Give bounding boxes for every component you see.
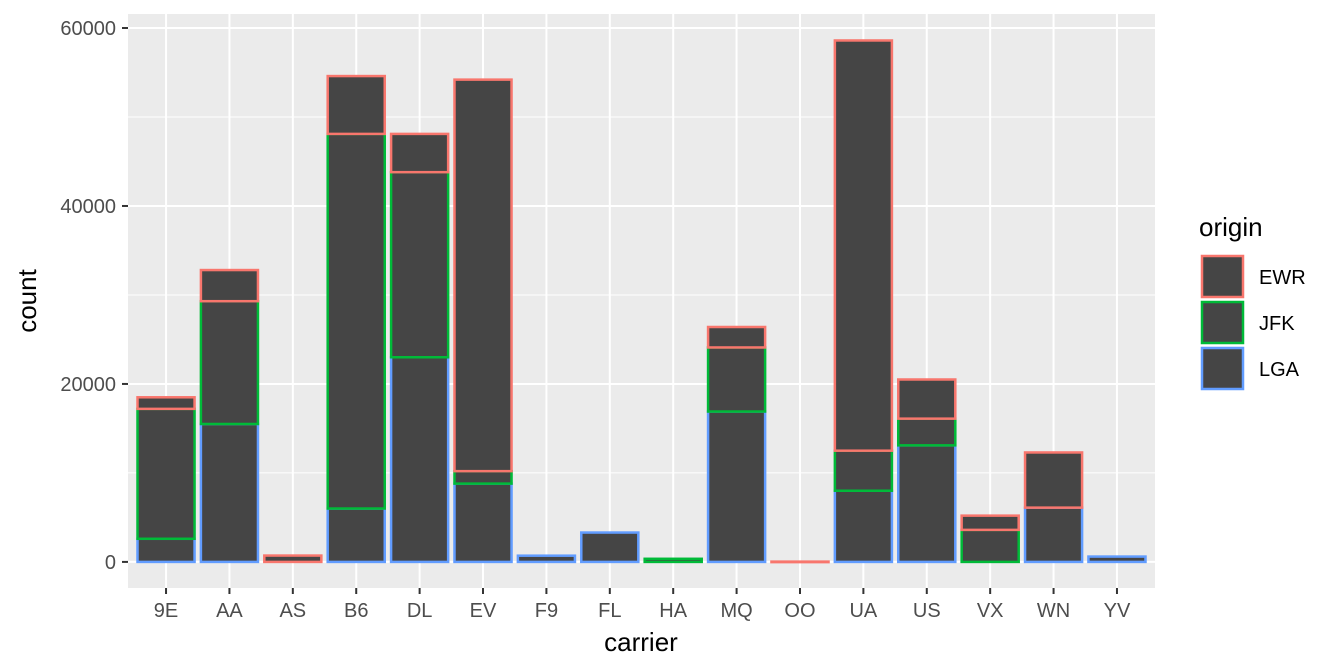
bar-AA-JFK xyxy=(199,299,260,426)
x-tick-label: VX xyxy=(977,600,1004,622)
x-tick-label: EV xyxy=(470,600,497,622)
bar-WN-LGA xyxy=(1023,506,1084,564)
x-axis-title: carrier xyxy=(604,627,678,657)
bar-US-EWR xyxy=(897,378,957,420)
x-axis: 9E AA AS B6 DL EV F9 FL HA MQ OO UA US VX WN YV xyxy=(154,588,1131,622)
bar-DL-LGA xyxy=(389,356,450,564)
x-tick-label: B6 xyxy=(344,600,368,622)
x-tick-label: 9E xyxy=(154,600,178,622)
bar-US-JFK xyxy=(897,417,957,447)
x-tick-label: YV xyxy=(1104,600,1131,622)
bar-B6-JFK xyxy=(326,132,387,510)
bar-AA-LGA xyxy=(199,422,260,564)
legend-label-LGA: LGA xyxy=(1259,359,1300,381)
bar-B6-EWR xyxy=(326,74,387,136)
bar-9E-LGA xyxy=(136,537,196,564)
bar-DL-EWR xyxy=(389,132,450,174)
legend-key-EWR xyxy=(1200,254,1245,299)
y-axis: 0 20000 40000 60000 xyxy=(60,18,128,574)
bar-EV-EWR xyxy=(453,78,513,473)
y-tick-label: 20000 xyxy=(60,374,116,396)
legend-key-JFK xyxy=(1200,300,1245,345)
x-tick-label: FL xyxy=(598,600,621,622)
bar-US-LGA xyxy=(897,444,957,564)
y-tick-label: 60000 xyxy=(60,18,116,40)
bar-OO-EWR xyxy=(770,560,830,564)
bar-UA-EWR xyxy=(833,39,894,452)
bar-MQ-EWR xyxy=(706,325,767,349)
bar-VX-JFK xyxy=(960,528,1020,564)
bars xyxy=(136,39,1147,564)
legend-label-JFK: JFK xyxy=(1259,313,1295,335)
x-tick-label: HA xyxy=(659,600,687,622)
bar-UA-JFK xyxy=(833,449,894,492)
bar-AA-EWR xyxy=(199,268,260,303)
legend-title: origin xyxy=(1199,212,1263,242)
bar-9E-EWR xyxy=(136,396,196,411)
x-tick-label: AS xyxy=(279,600,306,622)
y-tick-label: 40000 xyxy=(60,196,116,218)
bar-VX-EWR xyxy=(960,514,1020,532)
x-tick-label: AA xyxy=(216,600,243,622)
bar-F9-LGA xyxy=(516,554,577,564)
bar-FL-LGA xyxy=(580,531,640,564)
bar-AS-EWR xyxy=(263,554,323,564)
y-axis-title: count xyxy=(12,268,42,332)
x-tick-label: WN xyxy=(1037,600,1070,622)
legend-label-EWR: EWR xyxy=(1259,267,1306,289)
bar-YV-LGA xyxy=(1087,555,1147,564)
bar-UA-LGA xyxy=(833,489,894,564)
x-tick-label: DL xyxy=(407,600,433,622)
x-tick-label: F9 xyxy=(535,600,558,622)
legend-key-LGA xyxy=(1200,346,1245,391)
bar-HA-JFK xyxy=(643,557,703,564)
bar-B6-LGA xyxy=(326,507,387,564)
legend: origin EWR JFK LGA xyxy=(1199,212,1306,391)
bar-DL-JFK xyxy=(389,170,450,359)
x-tick-label: US xyxy=(913,600,941,622)
bar-EV-LGA xyxy=(453,482,513,564)
bar-EV-JFK xyxy=(453,469,513,485)
bar-9E-JFK xyxy=(136,407,196,541)
x-tick-label: UA xyxy=(849,600,877,622)
y-tick-label: 0 xyxy=(105,552,116,574)
x-tick-label: OO xyxy=(784,600,815,622)
bar-WN-EWR xyxy=(1023,451,1084,509)
bar-MQ-LGA xyxy=(706,410,767,564)
plot-panel xyxy=(128,14,1155,588)
bar-MQ-JFK xyxy=(706,346,767,413)
x-tick-label: MQ xyxy=(720,600,752,622)
